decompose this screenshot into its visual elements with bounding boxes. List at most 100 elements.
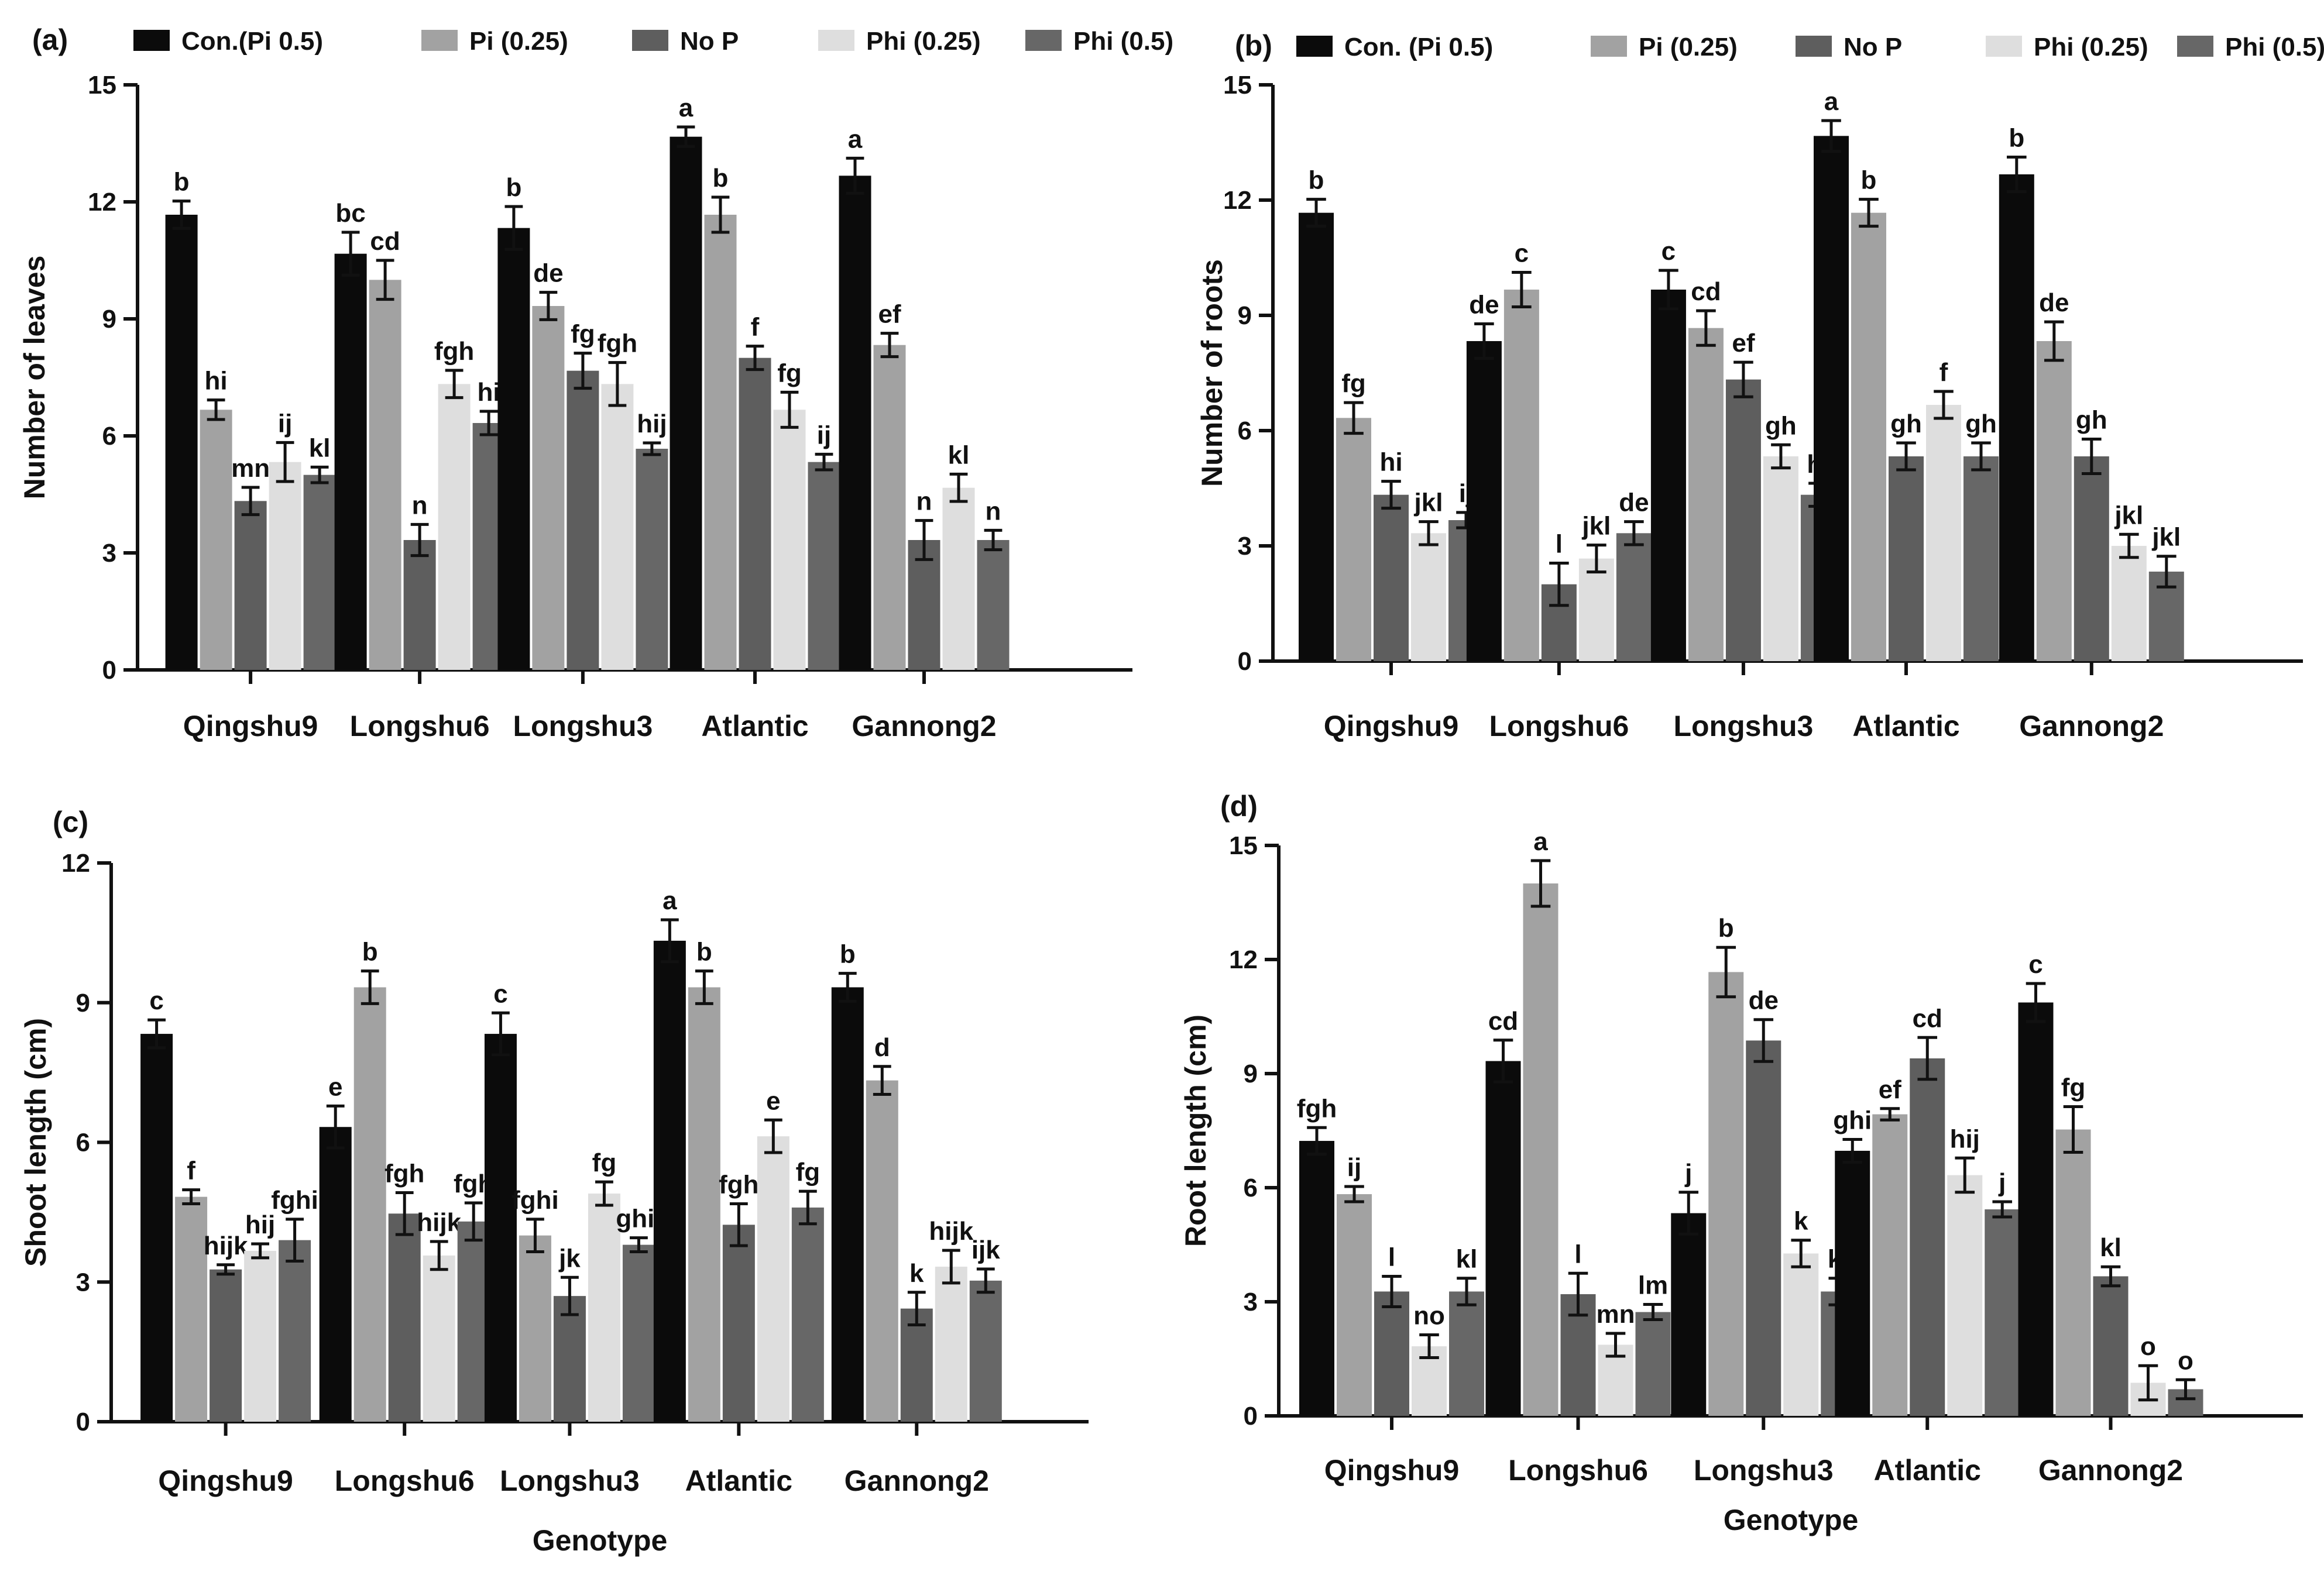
significance-letter: b xyxy=(1718,914,1734,943)
bar xyxy=(403,540,436,670)
significance-letter: fg xyxy=(2061,1074,2086,1102)
legend-label-4: Phi (0.5) xyxy=(2225,33,2324,61)
x-tick-label: Longshu6 xyxy=(1508,1454,1648,1487)
bar xyxy=(1466,341,1502,661)
legend-swatch-2 xyxy=(1796,36,1832,57)
significance-letter: l xyxy=(1574,1240,1581,1268)
significance-letter: ef xyxy=(1732,329,1755,357)
significance-letter: hijk xyxy=(204,1232,248,1260)
significance-letter: b xyxy=(2009,123,2024,152)
bar xyxy=(1616,533,1652,661)
y-tick-label: 9 xyxy=(76,989,90,1017)
y-tick-label: 0 xyxy=(102,656,116,685)
significance-letter: n xyxy=(986,497,1001,525)
significance-letter: b xyxy=(506,173,521,202)
bar xyxy=(977,540,1010,670)
bar xyxy=(688,987,720,1422)
legend-swatch-1 xyxy=(421,30,458,51)
significance-letter: l xyxy=(1388,1243,1395,1271)
significance-letter: fgh xyxy=(434,337,474,366)
bar xyxy=(808,462,840,670)
legend-swatch-2 xyxy=(632,30,668,51)
significance-letter: cd xyxy=(1488,1007,1518,1036)
bar xyxy=(1449,1291,1484,1416)
significance-letter: hij xyxy=(245,1211,275,1239)
significance-letter: n xyxy=(412,491,428,520)
significance-letter: o xyxy=(2178,1346,2193,1375)
bar xyxy=(1299,212,1334,661)
significance-letter: a xyxy=(662,886,677,915)
x-tick-label: Qingshu9 xyxy=(183,710,318,742)
significance-letter: kl xyxy=(309,434,331,462)
bar xyxy=(2036,341,2072,661)
x-axis-title: Genotype xyxy=(1724,1504,1859,1536)
bar xyxy=(1889,456,1924,661)
bar xyxy=(1963,456,1999,661)
significance-letter: no xyxy=(1413,1302,1445,1330)
y-tick-label: 15 xyxy=(1223,71,1252,99)
significance-letter: ef xyxy=(1879,1075,1901,1104)
x-tick-label: Qingshu9 xyxy=(1324,710,1459,742)
y-axis-title: Number of leaves xyxy=(18,256,51,500)
bar xyxy=(319,1127,352,1422)
significance-letter: kl xyxy=(948,441,970,469)
bar xyxy=(773,410,806,670)
significance-letter: gh xyxy=(1890,410,1922,438)
significance-letter: fg xyxy=(1341,369,1366,398)
bar xyxy=(1523,883,1559,1416)
x-tick-label: Gannong2 xyxy=(852,710,996,742)
legend-swatch-3 xyxy=(818,30,854,51)
significance-letter: jkl xyxy=(1581,512,1611,541)
significance-letter: hijk xyxy=(929,1217,973,1246)
bar xyxy=(1814,136,1849,661)
y-tick-label: 12 xyxy=(1223,186,1252,215)
significance-letter: b xyxy=(713,164,729,192)
significance-letter: ij xyxy=(278,409,292,438)
bar xyxy=(1763,456,1798,661)
panel-label: (a) xyxy=(32,23,68,56)
y-tick-label: 6 xyxy=(76,1129,90,1157)
x-tick-label: Longshu3 xyxy=(513,710,653,742)
significance-letter: hijk xyxy=(417,1208,461,1237)
bar xyxy=(175,1196,208,1422)
bar xyxy=(1926,405,1961,661)
significance-letter: fg xyxy=(796,1158,821,1187)
bar xyxy=(369,280,401,670)
significance-letter: j xyxy=(1998,1168,2006,1197)
significance-letter: jkl xyxy=(1414,489,1443,517)
significance-letter: jkl xyxy=(2114,501,2143,529)
significance-letter: c xyxy=(1515,239,1529,267)
significance-letter: j xyxy=(1684,1159,1692,1188)
x-tick-label: Atlantic xyxy=(685,1464,792,1497)
bar xyxy=(334,253,367,670)
legend-swatch-4 xyxy=(1025,30,1062,51)
bar xyxy=(831,987,864,1422)
significance-letter: cd xyxy=(370,227,400,256)
y-tick-label: 12 xyxy=(88,188,116,216)
chart-panel-0: (a) Con.(Pi 0.5) Pi (0.25) No P Phi (0.25) Ph… xyxy=(18,23,1173,742)
y-tick-label: 6 xyxy=(102,422,116,451)
bar xyxy=(636,449,668,670)
bar xyxy=(873,345,906,670)
legend-label-2: No P xyxy=(1844,33,1902,61)
bar xyxy=(234,501,267,670)
bar xyxy=(722,1225,755,1422)
x-tick-label: Longshu3 xyxy=(500,1464,640,1497)
bar xyxy=(653,940,686,1422)
y-tick-label: 0 xyxy=(1244,1402,1258,1430)
legend-swatch-4 xyxy=(2177,36,2213,57)
y-tick-label: 3 xyxy=(76,1268,90,1297)
significance-letter: mn xyxy=(1597,1300,1635,1329)
x-tick-label: Longshu6 xyxy=(1489,710,1629,742)
significance-letter: fgh xyxy=(598,329,637,358)
bar xyxy=(1635,1312,1671,1416)
significance-letter: kl xyxy=(1456,1245,1478,1274)
significance-letter: hij xyxy=(1950,1124,1980,1153)
bar xyxy=(532,306,565,670)
y-tick-label: 12 xyxy=(61,849,90,878)
bar xyxy=(791,1207,824,1422)
x-tick-label: Atlantic xyxy=(1852,710,1959,742)
significance-letter: l xyxy=(1556,530,1563,559)
legend-label-0: Con.(Pi 0.5) xyxy=(181,27,323,56)
significance-letter: lm xyxy=(1638,1271,1668,1300)
